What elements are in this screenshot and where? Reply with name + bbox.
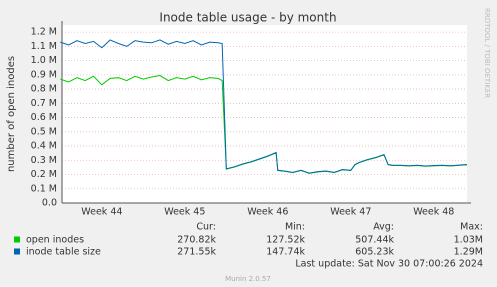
y-tick-label: 0.1 M — [31, 183, 57, 194]
y-tick-label: 0.6 M — [31, 112, 57, 123]
summary-value: 1.03M — [454, 235, 483, 246]
summary-header: Cur: — [196, 222, 216, 233]
summary-value: 147.74k — [266, 247, 305, 258]
y-tick-label: 0.0 — [42, 198, 57, 209]
y-tick-label: 1.1 M — [31, 41, 57, 52]
summary-value: 271.55k — [177, 247, 216, 258]
side-text: RRDTOOL / TOBI OETIKER — [483, 8, 491, 98]
y-tick-label: 0.4 M — [31, 141, 57, 152]
legend-swatch — [14, 236, 20, 243]
summary-header: Max: — [460, 222, 483, 233]
summary-value: 270.82k — [177, 235, 216, 246]
legend-swatch — [14, 248, 20, 255]
y-tick-label: 0.9 M — [31, 69, 57, 80]
y-tick-label: 0.3 M — [31, 155, 57, 166]
summary-value: 507.44k — [355, 235, 394, 246]
x-tick-label: Week 48 — [413, 207, 454, 218]
x-tick-label: Week 44 — [81, 207, 122, 218]
summary-value: 1.29M — [454, 247, 483, 258]
summary-header: Min: — [285, 222, 305, 233]
summary-value: 127.52k — [266, 235, 305, 246]
x-tick-label: Week 46 — [247, 207, 288, 218]
y-tick-label: 1.0 M — [31, 55, 57, 66]
y-tick-label: 0.7 M — [31, 98, 57, 109]
y-tick-label: 0.8 M — [31, 84, 57, 95]
legend-label: inode table size — [26, 247, 101, 258]
series-line — [60, 39, 468, 174]
x-tick-label: Week 45 — [164, 207, 205, 218]
legend-label: open inodes — [26, 235, 84, 246]
y-tick-label: 0.2 M — [31, 169, 57, 180]
summary-header: Avg: — [373, 222, 394, 233]
last-update: Last update: Sat Nov 30 07:00:26 2024 — [295, 259, 483, 270]
y-tick-label: 1.2 M — [31, 27, 57, 38]
footer: Munin 2.0.57 — [225, 275, 271, 283]
x-tick-label: Week 47 — [330, 207, 371, 218]
y-axis-label: number of open inodes — [6, 56, 17, 172]
chart-title: Inode table usage - by month — [159, 11, 336, 25]
summary-value: 605.23k — [355, 247, 394, 258]
y-tick-label: 0.5 M — [31, 126, 57, 137]
plot-area — [62, 25, 467, 203]
